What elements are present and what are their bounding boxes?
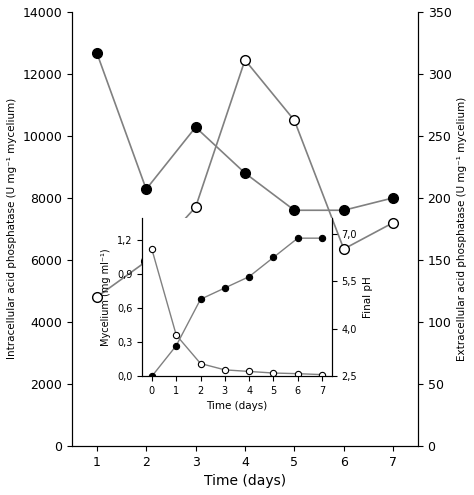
Y-axis label: Mycelium (mg ml⁻¹): Mycelium (mg ml⁻¹): [101, 248, 111, 346]
Y-axis label: Final pH: Final pH: [363, 276, 373, 318]
X-axis label: Time (days): Time (days): [204, 474, 286, 488]
X-axis label: Time (days): Time (days): [206, 401, 268, 411]
Y-axis label: Extracellular acid phosphatase (U mg⁻¹ mycelium): Extracellular acid phosphatase (U mg⁻¹ m…: [457, 97, 467, 361]
Y-axis label: Intracellular acid phosphatase (U mg⁻¹ mycelium): Intracellular acid phosphatase (U mg⁻¹ m…: [7, 98, 17, 359]
